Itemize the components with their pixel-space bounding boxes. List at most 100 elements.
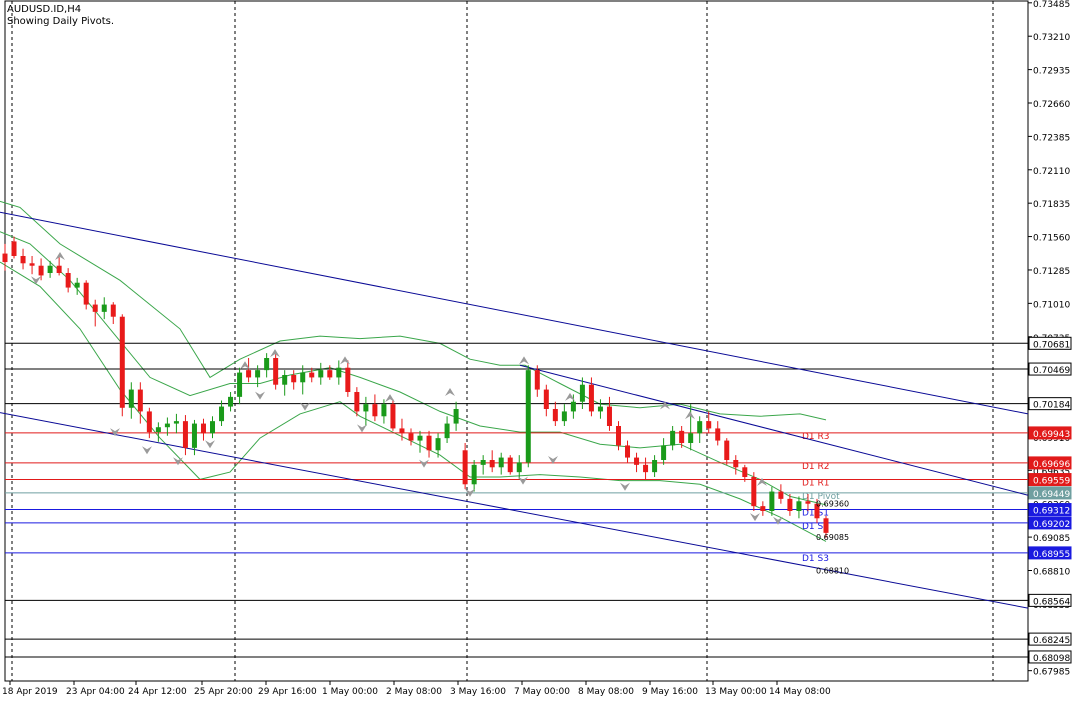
candle-body	[363, 404, 369, 412]
candle-body	[814, 503, 820, 519]
fractal-down-mark	[548, 456, 558, 464]
candle-body	[255, 370, 261, 378]
candle-body	[219, 406, 225, 422]
candle-body	[688, 433, 694, 443]
fractal-up-mark	[445, 388, 455, 396]
candle-body	[56, 265, 62, 273]
y-tick-label: 0.71285	[1033, 267, 1070, 277]
fractal-up-mark	[757, 477, 767, 486]
x-tick-label: 8 May 08:00	[578, 687, 634, 697]
fractal-up-mark	[340, 356, 350, 365]
price-tag-label: 0.70469	[1033, 366, 1070, 376]
candle-body	[561, 411, 567, 422]
fractal-down-mark	[419, 459, 429, 468]
candle-body	[453, 409, 459, 424]
channel-line	[0, 211, 1029, 415]
channel-line	[0, 412, 1029, 609]
fractal-down-mark	[300, 402, 310, 411]
bollinger-lower-line	[0, 261, 827, 542]
candle-body	[426, 435, 432, 451]
y-tick-label: 0.69635	[1033, 467, 1070, 477]
price-tag	[1028, 503, 1072, 517]
fractal-down-mark	[173, 457, 183, 466]
candle-body	[625, 445, 631, 458]
x-tick-label: 2 May 08:00	[386, 687, 442, 697]
fractal-down-mark	[31, 276, 41, 285]
price-tag-label: 0.68564	[1033, 597, 1070, 607]
x-tick-label: 3 May 16:00	[450, 687, 506, 697]
candle-body	[525, 370, 531, 463]
candle-body	[291, 375, 297, 383]
pivot-name-label: D1 R2	[802, 462, 830, 472]
candle-body	[381, 404, 387, 417]
candle-body	[273, 358, 279, 385]
x-tick-label: 14 May 08:00	[769, 687, 831, 697]
candle-body	[715, 428, 721, 441]
candle-body	[796, 501, 802, 511]
price-tag	[1028, 456, 1072, 470]
candle-body	[552, 409, 558, 422]
price-tag-label: 0.69449	[1033, 490, 1070, 500]
candle-body	[534, 370, 540, 390]
candle-body	[634, 457, 640, 465]
candle-body	[29, 263, 35, 266]
candle-body	[435, 438, 441, 451]
x-tick-label: 7 May 00:00	[514, 687, 570, 697]
y-tick-label: 0.69085	[1033, 534, 1070, 544]
price-tag	[1028, 632, 1072, 646]
candle-body	[237, 372, 243, 397]
plot-price-label: 0.69085	[816, 533, 849, 542]
candle-body	[408, 433, 414, 441]
candle-body	[210, 421, 216, 434]
candle-body	[516, 462, 522, 473]
candles	[2, 236, 829, 538]
candle-body	[246, 370, 252, 378]
candle-body	[706, 421, 712, 429]
fractal-up-mark	[240, 361, 250, 370]
candle-body	[345, 367, 351, 392]
candle-body	[606, 406, 612, 426]
candle-body	[579, 384, 585, 402]
fractal-down-mark	[518, 476, 528, 485]
candle-body	[697, 421, 703, 434]
candle-body	[670, 430, 676, 446]
candle-body	[191, 423, 197, 448]
candle-body	[742, 467, 748, 477]
time-axis: 18 Apr 2019 23 Apr 04:00 24 Apr 12:00 25 Ap…	[2, 681, 831, 697]
price-tag	[1028, 473, 1072, 487]
candle-body	[588, 384, 594, 412]
fractal-up-mark	[519, 356, 529, 365]
candle-body	[769, 491, 775, 511]
candle-body	[661, 445, 667, 460]
fractal-up-mark	[660, 401, 670, 410]
candle-body	[155, 427, 161, 433]
price-tag	[1028, 362, 1072, 376]
fractal-down-mark	[205, 440, 215, 449]
candle-body	[733, 460, 739, 468]
candle-body	[372, 404, 378, 417]
candle-body	[760, 506, 766, 511]
candle-body	[309, 372, 315, 378]
candle-body	[480, 460, 486, 465]
price-axis: 0.73485 0.73210 0.72935 0.72660 0.72385 0.721…	[816, 0, 1072, 678]
candle-body	[92, 304, 98, 312]
price-tag-label: 0.70681	[1033, 340, 1070, 350]
candle-body	[354, 392, 360, 412]
candle-body	[146, 411, 152, 433]
candle-body	[318, 370, 324, 378]
candle-body	[228, 396, 234, 407]
candle-body	[462, 450, 468, 485]
x-tick-label: 1 May 00:00	[322, 687, 378, 697]
fractal-marks	[31, 252, 783, 525]
price-tag	[1028, 426, 1072, 440]
candle-body	[264, 358, 270, 371]
fractal-up-mark	[55, 252, 65, 260]
plot-frame	[4, 0, 1029, 682]
pivot-name-label: D1 R1	[802, 479, 830, 489]
symbol-label: AUDUSD.ID,H4	[7, 4, 81, 15]
price-tag	[1028, 546, 1072, 560]
y-tick-label: 0.71560	[1033, 234, 1070, 244]
plot-price-label: 0.69360	[816, 500, 849, 509]
candle-body	[101, 304, 107, 312]
